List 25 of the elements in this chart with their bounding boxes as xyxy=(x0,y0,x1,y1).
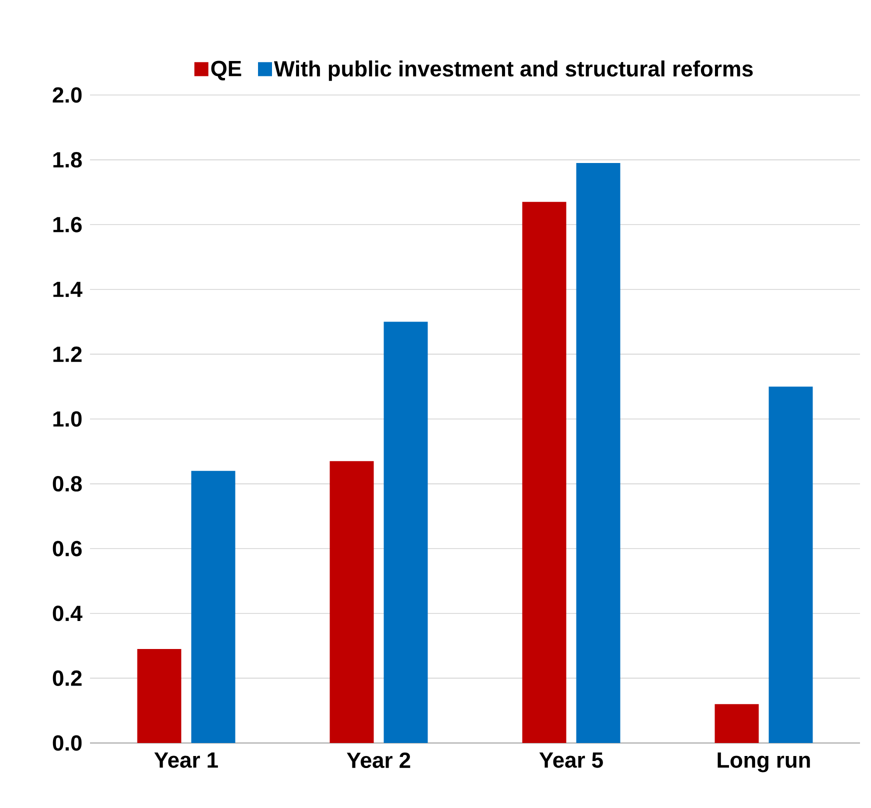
y-tick-label: 0.6 xyxy=(52,540,82,556)
bar xyxy=(330,461,374,743)
y-tick-label: 0.2 xyxy=(52,670,82,686)
y-tick-label: 0.4 xyxy=(52,606,82,622)
x-tick-label: Year 1 xyxy=(154,752,218,768)
y-tick-label: 1.4 xyxy=(53,282,82,297)
bar xyxy=(522,202,566,743)
y-tick-label: 1.0 xyxy=(53,411,82,427)
legend-label: QE xyxy=(211,60,242,80)
bar xyxy=(384,322,428,743)
y-tick-label: 1.2 xyxy=(53,346,82,362)
bar xyxy=(768,386,813,743)
x-tick-label: Year 2 xyxy=(346,752,410,768)
y-tick-label: 0.0 xyxy=(52,735,82,751)
y-tick-label: 1.6 xyxy=(53,216,82,232)
bar xyxy=(714,704,759,743)
y-tick-label: 2.0 xyxy=(52,87,82,103)
legend-label: With public investment and structural reforms xyxy=(274,60,753,81)
bar xyxy=(191,470,236,743)
bar xyxy=(576,163,620,743)
bar xyxy=(137,649,182,743)
y-tick-label: 0.8 xyxy=(52,476,82,492)
y-tick-label: 1.8 xyxy=(53,152,82,168)
x-tick-label: Long run xyxy=(718,752,810,772)
x-tick-label: Year 5 xyxy=(539,752,603,768)
